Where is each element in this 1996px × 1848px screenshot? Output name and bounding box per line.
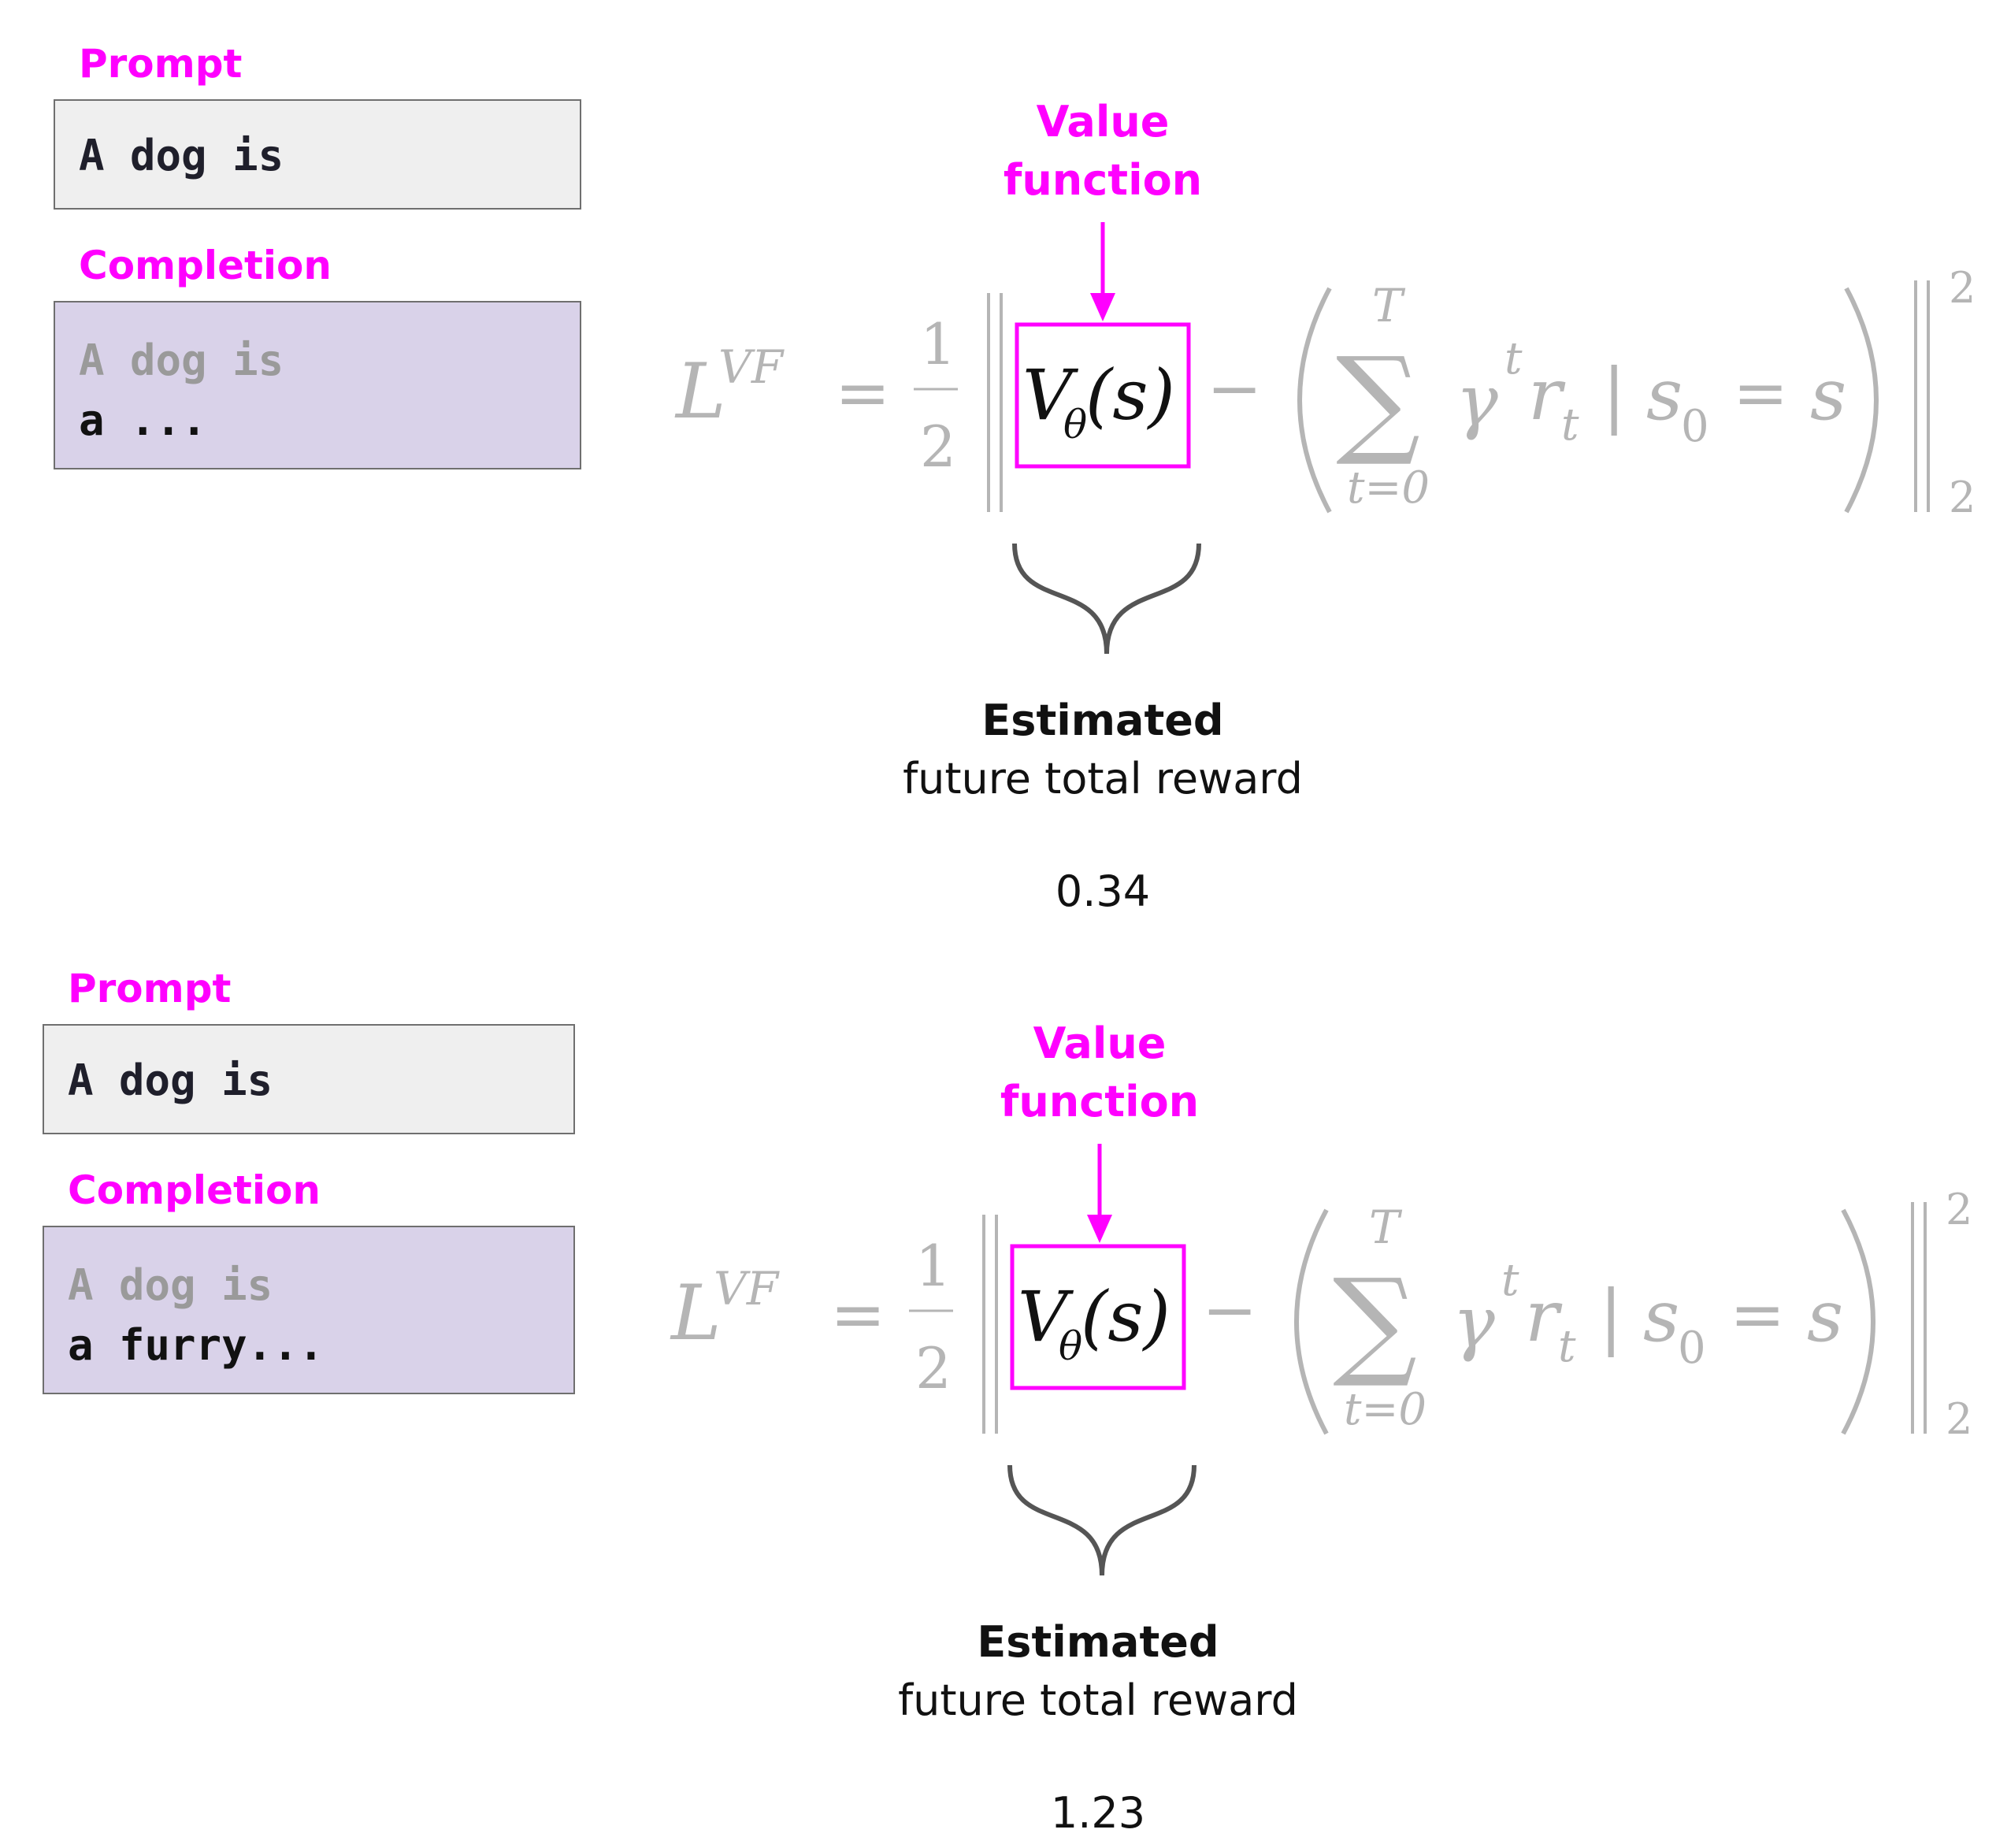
example-panel-2: Prompt A dog is Completion A dog is a fu… <box>0 922 1996 1843</box>
eq-equals: = <box>830 1276 885 1353</box>
eq-minus: − <box>1202 1271 1257 1349</box>
eq-sup2: 2 <box>1946 1185 1972 1234</box>
value-function-highlight-box <box>1015 322 1191 469</box>
value-function-arrowhead <box>1087 1215 1112 1243</box>
eq-t-sup: t <box>1504 333 1523 384</box>
value-function-label: Value function <box>1003 97 1203 205</box>
prompt-box: A dog is <box>43 1024 575 1134</box>
eq-t-sub: t <box>1558 1321 1576 1372</box>
estimated-reward-caption: Estimated future total reward <box>903 696 1303 803</box>
example-panel-1: Prompt A dog is Completion A dog is a ..… <box>0 0 1996 922</box>
completion-prefix: A dog is <box>68 1260 273 1310</box>
completion-new-text: a ... <box>79 395 207 445</box>
eq-one: 1 <box>915 1233 952 1299</box>
eq-equals-2: = <box>1733 354 1788 432</box>
completion-label: Completion <box>68 1167 321 1213</box>
completion-box: A dog is a furry... <box>43 1226 575 1394</box>
eq-s0: s <box>1646 354 1683 436</box>
estimated-value: 1.23 <box>1050 1788 1146 1838</box>
eq-r: r <box>1525 1275 1563 1358</box>
prompt-label: Prompt <box>79 41 243 87</box>
eq-bar: | <box>1599 1275 1623 1358</box>
eq-s: s <box>1807 1275 1843 1358</box>
eq-t-eq-0: t=0 <box>1344 1384 1427 1435</box>
eq-gamma: γ <box>1452 1282 1495 1364</box>
eq-s-paren: (s) <box>1081 1276 1171 1357</box>
value-function-label: Value function <box>1000 1019 1200 1126</box>
eq-gamma: γ <box>1456 360 1498 443</box>
eq-two: 2 <box>915 1335 952 1401</box>
completion-box: A dog is a ... <box>54 301 581 469</box>
value-function-arrowhead <box>1090 293 1115 321</box>
value-function-highlight-box <box>1010 1244 1186 1390</box>
eq-two: 2 <box>920 414 956 480</box>
eq-T: T <box>1372 279 1406 332</box>
curly-brace <box>1007 1464 1196 1576</box>
prompt-text: A dog is <box>68 1056 273 1105</box>
eq-equals-2: = <box>1730 1276 1785 1353</box>
eq-V: V <box>1018 1276 1074 1357</box>
eq-s: s <box>1810 354 1846 436</box>
eq-sum: ∑ <box>1333 1254 1417 1391</box>
eq-zero: 0 <box>1681 401 1709 452</box>
eq-one: 1 <box>920 311 956 377</box>
eq-theta: θ <box>1059 1323 1082 1369</box>
completion-prefix: A dog is <box>79 336 284 385</box>
completion-new-text: a furry... <box>68 1320 325 1370</box>
eq-equals: = <box>835 354 890 432</box>
eq-t-eq-0: t=0 <box>1347 462 1430 514</box>
eq-VF: VF <box>718 340 785 394</box>
prompt-label: Prompt <box>68 966 232 1011</box>
eq-zero: 0 <box>1678 1323 1706 1374</box>
eq-sub2: 2 <box>1946 1394 1972 1444</box>
completion-label: Completion <box>79 243 332 288</box>
eq-V: V <box>1022 354 1079 436</box>
eq-s-paren: (s) <box>1085 354 1175 436</box>
value-loss-equation: L VF = 1 2 − T ∑ t=0 γ t r t | s 0 = s 2 <box>670 1144 1972 1576</box>
eq-t-sub: t <box>1561 399 1579 451</box>
eq-minus: − <box>1207 350 1262 427</box>
eq-VF: VF <box>714 1262 780 1315</box>
curly-brace <box>1012 543 1201 655</box>
prompt-box: A dog is <box>54 99 581 210</box>
eq-sub2: 2 <box>1949 473 1976 522</box>
estimated-reward-caption: Estimated future total reward <box>898 1617 1298 1725</box>
eq-L: L <box>674 347 726 436</box>
eq-s0: s <box>1643 1275 1679 1358</box>
estimated-value: 0.34 <box>1055 866 1151 916</box>
eq-theta: θ <box>1063 402 1087 447</box>
eq-T: T <box>1369 1200 1403 1254</box>
eq-sum: ∑ <box>1336 332 1420 469</box>
eq-r: r <box>1528 354 1566 436</box>
eq-bar: | <box>1602 354 1626 436</box>
prompt-text: A dog is <box>79 131 284 180</box>
eq-sup2: 2 <box>1949 263 1976 313</box>
eq-L: L <box>670 1269 722 1357</box>
eq-t-sup: t <box>1501 1255 1519 1306</box>
value-loss-equation: L VF = 1 2 − T ∑ t=0 γ t r t | s 0 = s 2 <box>674 222 1976 655</box>
